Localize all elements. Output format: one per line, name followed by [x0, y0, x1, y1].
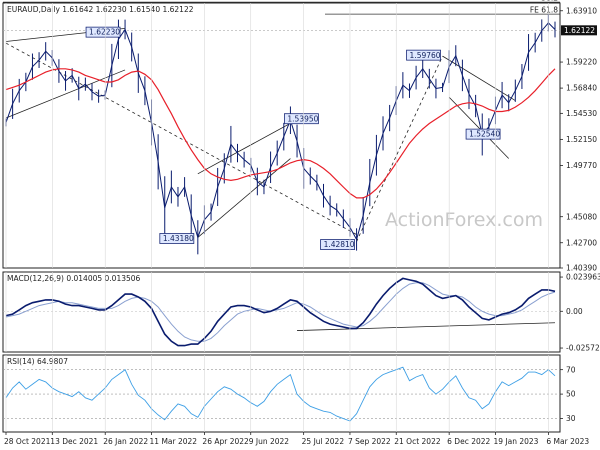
price-y-tick-label: 1.45080 — [566, 212, 597, 221]
price-callout: 1.52540 — [465, 128, 501, 140]
x-tick-label: 13 Dec 2021 — [50, 437, 98, 446]
price-plot-frame — [2, 2, 561, 269]
price-callout-box — [284, 113, 319, 125]
x-tick-label: 6 Dec 2022 — [447, 437, 490, 446]
x-tick-label: 21 Oct 2022 — [394, 437, 441, 446]
price-callout-box — [320, 239, 355, 250]
macd-line — [5, 277, 556, 347]
price-callout-label: 1.42810 — [324, 240, 355, 249]
current-price-tag-box — [561, 25, 597, 36]
macd-y-tick-label: -0.025726 — [566, 344, 600, 353]
price-callout-label: 1.53950 — [287, 114, 318, 123]
rsi-panel: RSI(14) 64.9807 70 50 30 — [2, 354, 576, 433]
price-title: EURAUD,Daily 1.61642 1.62230 1.61540 1.6… — [7, 5, 194, 14]
x-tick-label: 26 Jan 2022 — [103, 437, 148, 446]
macd-y-tick-label: 0.023963 — [566, 273, 600, 282]
x-tick-label: 6 Mar 2023 — [546, 437, 589, 446]
channel-line — [197, 119, 298, 175]
rsi-line — [5, 366, 556, 422]
price-callout-box — [85, 26, 121, 38]
price-y-tick-label: 1.54530 — [566, 109, 597, 118]
price-callout-label: 1.62230 — [89, 28, 120, 37]
macd-panel: MACD(12,26,9) 0.014005 0.013506 0.023963 0… — [2, 271, 600, 353]
price-y-tick-label: 1.40390 — [566, 264, 597, 273]
x-tick-label: 25 Jul 2022 — [302, 437, 345, 446]
price-callout-label: 1.52540 — [469, 130, 500, 139]
price-y-tick-label: 1.63910 — [566, 6, 597, 15]
sma-line — [5, 68, 556, 199]
price-callout: 1.53950 — [284, 113, 319, 125]
x-tick-label: 9 Jun 2022 — [249, 437, 290, 446]
price-callout: 1.59760 — [406, 49, 441, 61]
watermark: ActionForex.com — [385, 209, 543, 231]
x-tick-label: 11 Mar 2022 — [150, 437, 198, 446]
x-tick-label: 28 Oct 2021 — [4, 437, 51, 446]
x-tick-label: 7 Sep 2022 — [348, 437, 391, 446]
price-y-tick-label: 1.49770 — [566, 161, 597, 170]
price-callout: 1.62230 — [85, 26, 121, 38]
macd-trendline — [297, 322, 556, 331]
macd-y-tick-label: 0.00 — [566, 307, 583, 316]
trendline-dashed — [356, 55, 443, 242]
price-close-line — [5, 22, 556, 241]
price-y-tick-label: 1.59220 — [566, 58, 597, 67]
price-y-tick-label: 1.42700 — [566, 238, 597, 247]
macd-signal-line — [5, 282, 556, 342]
price-callout: 1.42810 — [320, 239, 355, 250]
fib-level-label: FE 61.8 — [530, 6, 558, 15]
rsi-y-tick-label: 70 — [566, 365, 576, 374]
x-axis: 28 Oct 2021 13 Dec 2021 26 Jan 2022 11 Mar … — [4, 3, 589, 446]
channel-line — [448, 96, 509, 159]
rsi-title: RSI(14) 64.9807 — [7, 357, 68, 366]
macd-plot-frame — [2, 271, 561, 353]
rsi-y-tick-label: 30 — [566, 414, 576, 423]
rsi-plot-frame — [2, 354, 561, 433]
trendline-dashed — [5, 42, 357, 235]
price-callout-label: 1.43180 — [163, 234, 194, 243]
price-callout-box — [406, 49, 441, 61]
price-callout-box — [465, 128, 501, 140]
price-y-tick-label: 1.56840 — [566, 84, 597, 93]
price-callout: 1.43180 — [159, 233, 195, 244]
x-tick-label: 26 Apr 2022 — [202, 437, 249, 446]
macd-title: MACD(12,26,9) 0.014005 0.013506 — [7, 274, 141, 283]
current-price-tag-label: 1.62122 — [564, 26, 595, 35]
price-panel: EURAUD,Daily 1.61642 1.62230 1.61540 1.6… — [2, 0, 597, 273]
fib-level-label: 38.2 — [541, 0, 558, 3]
channel-line — [442, 55, 516, 101]
rsi-y-tick-label: 50 — [566, 390, 576, 399]
current-price-tag: 1.62122 — [561, 25, 597, 36]
x-tick-label: 19 Jan 2023 — [493, 437, 538, 446]
price-callout-label: 1.59760 — [410, 51, 441, 60]
price-y-tick-label: 1.52150 — [566, 135, 597, 144]
channel-line — [197, 158, 291, 238]
price-callout-box — [159, 233, 195, 244]
